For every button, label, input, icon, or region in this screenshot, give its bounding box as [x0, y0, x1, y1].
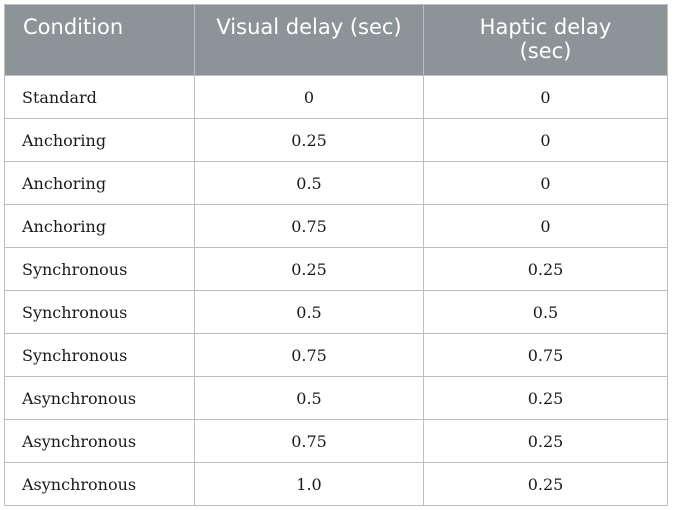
- cell-visual-delay: 0.25: [194, 247, 424, 291]
- cell-haptic-delay: 0: [423, 204, 668, 248]
- table-row: Anchoring 0.5 0: [4, 161, 668, 205]
- cell-visual-delay: 0.5: [194, 376, 424, 420]
- cell-visual-delay: 0.25: [194, 118, 424, 162]
- cell-visual-delay: 0.75: [194, 204, 424, 248]
- cell-condition: Anchoring: [4, 161, 195, 205]
- cell-condition: Anchoring: [4, 204, 195, 248]
- table-header: Condition Visual delay (sec) Haptic dela…: [4, 4, 668, 76]
- cell-condition: Asynchronous: [4, 419, 195, 463]
- cell-haptic-delay: 0.5: [423, 290, 668, 334]
- cell-haptic-delay: 0.25: [423, 419, 668, 463]
- cell-haptic-delay: 0.25: [423, 462, 668, 506]
- header-haptic-delay: Haptic delay (sec): [423, 4, 668, 76]
- delay-conditions-table: Condition Visual delay (sec) Haptic dela…: [4, 4, 668, 506]
- header-visual-delay: Visual delay (sec): [194, 4, 424, 76]
- header-condition: Condition: [4, 4, 195, 76]
- cell-haptic-delay: 0.25: [423, 376, 668, 420]
- header-condition-label: Condition: [23, 15, 124, 39]
- cell-visual-delay: 0.5: [194, 161, 424, 205]
- table-row: Synchronous 0.25 0.25: [4, 247, 668, 291]
- table-row: Synchronous 0.5 0.5: [4, 290, 668, 334]
- table-row: Anchoring 0.75 0: [4, 204, 668, 248]
- header-row: Condition Visual delay (sec) Haptic dela…: [4, 4, 668, 76]
- table-row: Asynchronous 1.0 0.25: [4, 462, 668, 506]
- cell-visual-delay: 0.75: [194, 419, 424, 463]
- table-row: Synchronous 0.75 0.75: [4, 333, 668, 377]
- cell-visual-delay: 1.0: [194, 462, 424, 506]
- table-row: Asynchronous 0.5 0.25: [4, 376, 668, 420]
- header-haptic-delay-line1: Haptic delay: [479, 15, 612, 39]
- table-body: Standard 0 0 Anchoring 0.25 0 Anchoring 0.5 0 Anc…: [4, 75, 668, 506]
- cell-condition: Synchronous: [4, 247, 195, 291]
- header-haptic-delay-text: Haptic delay (sec): [424, 5, 667, 63]
- cell-condition: Standard: [4, 75, 195, 119]
- cell-condition: Asynchronous: [4, 376, 195, 420]
- cell-haptic-delay: 0: [423, 118, 668, 162]
- cell-visual-delay: 0: [194, 75, 424, 119]
- cell-condition: Anchoring: [4, 118, 195, 162]
- cell-visual-delay: 0.5: [194, 290, 424, 334]
- header-haptic-delay-line2: (sec): [519, 39, 572, 63]
- cell-haptic-delay: 0.25: [423, 247, 668, 291]
- cell-visual-delay: 0.75: [194, 333, 424, 377]
- cell-haptic-delay: 0: [423, 75, 668, 119]
- delay-conditions-table-wrapper: Condition Visual delay (sec) Haptic dela…: [4, 4, 668, 506]
- cell-condition: Synchronous: [4, 290, 195, 334]
- cell-haptic-delay: 0.75: [423, 333, 668, 377]
- cell-condition: Synchronous: [4, 333, 195, 377]
- cell-haptic-delay: 0: [423, 161, 668, 205]
- table-row: Standard 0 0: [4, 75, 668, 119]
- table-row: Anchoring 0.25 0: [4, 118, 668, 162]
- table-row: Asynchronous 0.75 0.25: [4, 419, 668, 463]
- header-visual-delay-label: Visual delay (sec): [216, 15, 402, 39]
- cell-condition: Asynchronous: [4, 462, 195, 506]
